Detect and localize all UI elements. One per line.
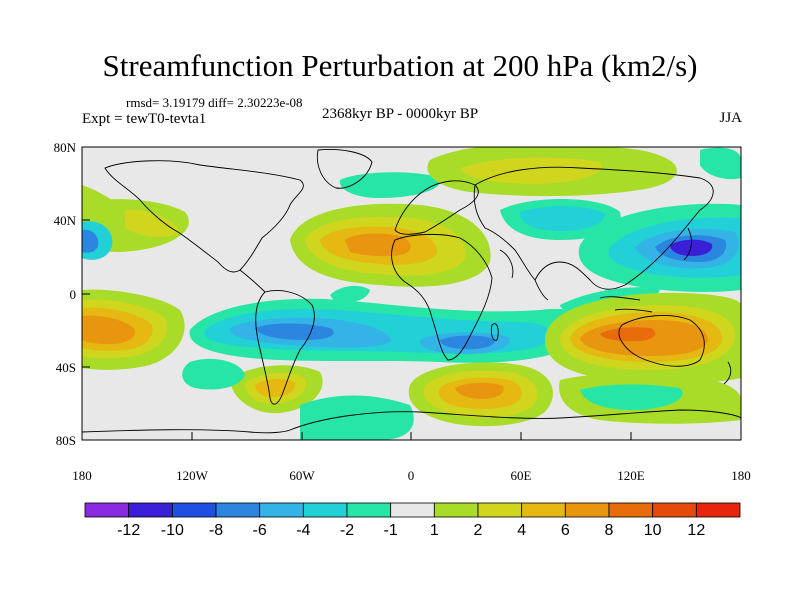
coast-antarctica (82, 409, 741, 434)
longitude-ticks: 180 120W 60W 0 60E 120E 180 (72, 432, 751, 483)
lon-label-120w: 120W (176, 468, 209, 483)
experiment-label: Expt = tewT0-tevta1 (82, 111, 207, 127)
field-npac-yellow (125, 209, 180, 237)
coast-japan (683, 227, 692, 261)
colorbar-box-0 (84, 502, 130, 518)
colorbar-box-10 (521, 502, 566, 518)
season-label: JJA (719, 110, 742, 126)
colorbar-box-1 (128, 502, 173, 518)
field-sam-orange (255, 379, 296, 397)
lat-label-80n: 80N (54, 140, 77, 155)
colorbar-label-12: 10 (644, 522, 662, 539)
colorbar-box-14 (695, 502, 741, 518)
field-npac-blue (82, 229, 99, 253)
lat-label-40s: 40S (56, 360, 76, 375)
colorbar-label-5: -2 (340, 522, 354, 539)
field-natl-dark (345, 233, 411, 257)
coast-australia (618, 315, 705, 367)
colorbar-box-5 (302, 502, 348, 518)
colorbar-label-3: -6 (253, 522, 267, 539)
lat-label-80s: 80S (56, 433, 76, 448)
lon-label-0: 0 (408, 468, 415, 483)
colorbar-box-11 (564, 502, 610, 518)
period-label: 2368kyr BP - 0000kyr BP (322, 106, 479, 122)
colorbar-box-2 (171, 502, 217, 518)
rmsd-label: rmsd= 3.19179 diff= 2.30223e-08 (126, 95, 303, 110)
field-spac-dark (82, 315, 136, 344)
colorbar-box-13 (652, 502, 697, 518)
colorbar-label-7: 1 (430, 522, 439, 539)
coast-new-zealand (723, 361, 732, 385)
field-aus-core (600, 327, 656, 342)
page-title: Streamfunction Perturbation at 200 hPa (… (102, 48, 698, 83)
field-trop-blue (255, 323, 334, 340)
colorbar-label-11: 8 (605, 522, 614, 539)
coast-madagascar (490, 323, 499, 341)
field-arctic-east (700, 147, 741, 180)
coast-south-america (255, 290, 315, 405)
coast-africa (391, 233, 493, 361)
field-indian-blue (440, 335, 495, 350)
colorbar-label-2: -8 (209, 522, 223, 539)
lon-label-120e: 120E (617, 468, 645, 483)
colorbar-box-9 (477, 502, 523, 518)
colorbar-label-0: -12 (117, 522, 140, 539)
colorbar-box-12 (608, 502, 654, 518)
latitude-ticks: 80N 40N 0 40S 80S (54, 140, 90, 448)
lon-label-180w: 180 (72, 468, 92, 483)
field-casia-inner (520, 206, 605, 232)
field-sind-dark (455, 382, 504, 399)
field-atl-small (330, 285, 370, 303)
colorbar-box-7 (390, 502, 435, 518)
colorbar-label-13: 12 (687, 522, 705, 539)
colorbar-label-10: 6 (561, 522, 570, 539)
coast-greenland (316, 149, 373, 189)
coast-north-america (104, 160, 304, 273)
field-eur-cyan (339, 172, 441, 198)
coast-central-america (239, 269, 266, 293)
coast-europe (394, 180, 479, 235)
lon-label-60w: 60W (289, 468, 315, 483)
lat-label-0: 0 (70, 287, 77, 302)
coast-arabia-india (499, 249, 549, 301)
coastlines (82, 149, 741, 434)
colorbar-label-1: -10 (161, 522, 184, 539)
colorbar-label-4: -4 (296, 522, 310, 539)
colorbar-box-8 (433, 502, 479, 518)
field-sam-cyan (182, 358, 245, 390)
field-so-east-cyan (580, 384, 683, 411)
colorbar-label-9: 4 (517, 522, 526, 539)
colorbar-label-6: -1 (384, 522, 398, 539)
lon-label-60e: 60E (511, 468, 532, 483)
lat-label-40n: 40N (54, 213, 77, 228)
field-so-cyan (300, 395, 414, 440)
lon-label-180e: 180 (731, 468, 751, 483)
field-arctic-yellow (460, 157, 603, 184)
colorbar-box-4 (259, 502, 304, 518)
colorbar-label-8: 2 (474, 522, 483, 539)
colorbar-box-6 (346, 502, 392, 518)
coast-asia (473, 166, 714, 290)
coast-indonesia (599, 296, 653, 313)
colorbar: -12 -10 -8 -6 -4 -2 -1 1 2 4 6 8 10 12 (84, 502, 741, 539)
colorbar-box-3 (215, 502, 261, 518)
